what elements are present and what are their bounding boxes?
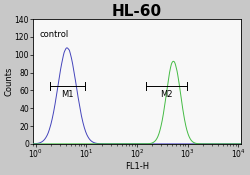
- Y-axis label: Counts: Counts: [4, 67, 13, 96]
- X-axis label: FL1-H: FL1-H: [125, 162, 149, 171]
- Text: control: control: [40, 30, 69, 39]
- Text: M1: M1: [62, 90, 74, 99]
- Title: HL-60: HL-60: [112, 4, 162, 19]
- Text: M2: M2: [160, 90, 172, 99]
